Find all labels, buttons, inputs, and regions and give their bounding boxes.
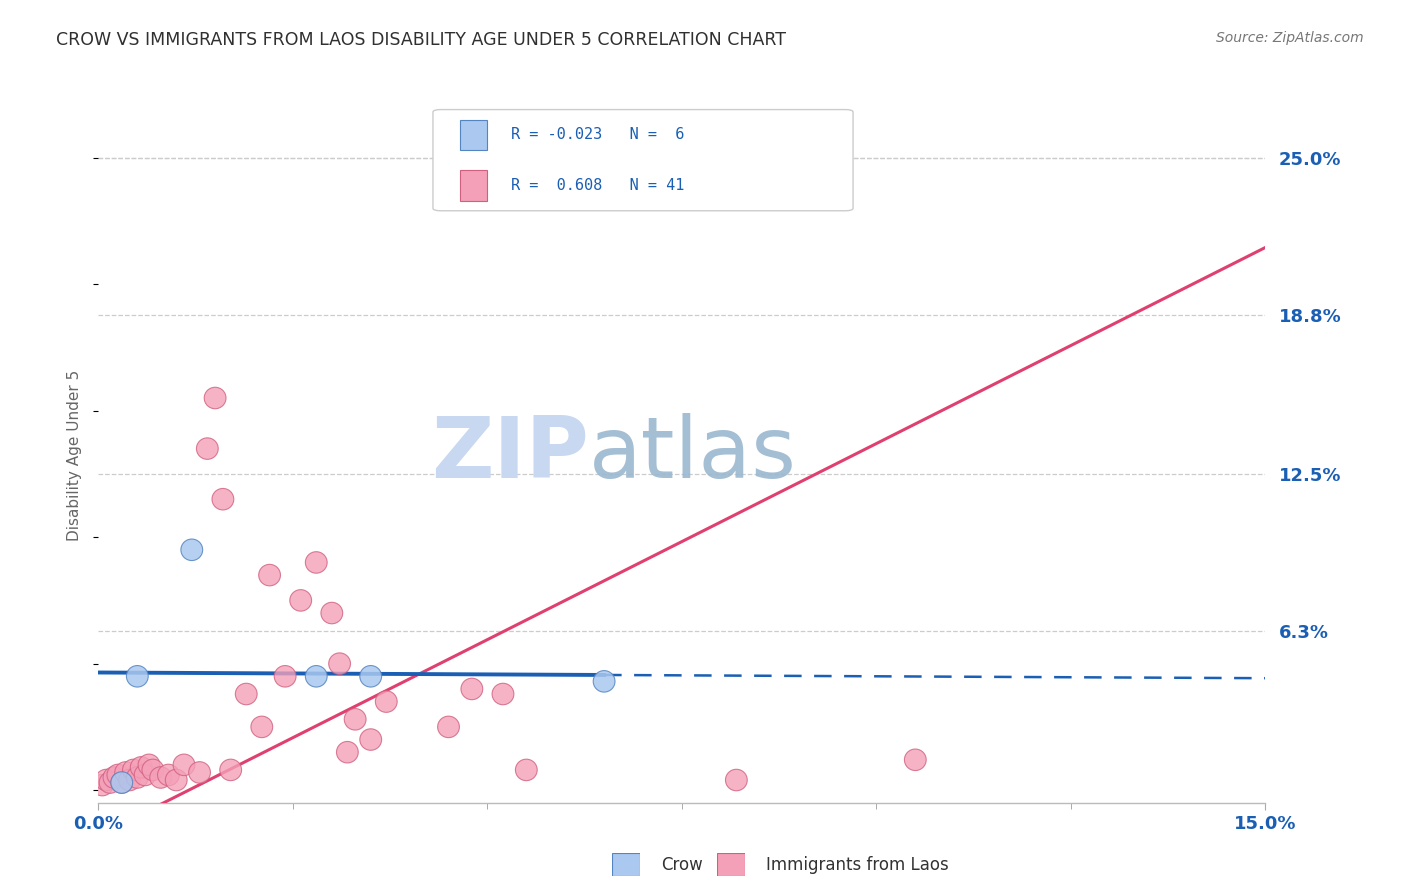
Ellipse shape bbox=[103, 767, 125, 789]
Ellipse shape bbox=[437, 716, 460, 738]
Text: Immigrants from Laos: Immigrants from Laos bbox=[766, 856, 949, 874]
Ellipse shape bbox=[593, 671, 614, 692]
Ellipse shape bbox=[516, 759, 537, 780]
Ellipse shape bbox=[181, 539, 202, 560]
Text: R = -0.023   N =  6: R = -0.023 N = 6 bbox=[510, 128, 685, 143]
Ellipse shape bbox=[142, 759, 163, 780]
Ellipse shape bbox=[127, 665, 148, 687]
Ellipse shape bbox=[212, 489, 233, 510]
Ellipse shape bbox=[188, 762, 211, 783]
Ellipse shape bbox=[157, 764, 180, 786]
Ellipse shape bbox=[115, 762, 136, 783]
Bar bbox=[460, 170, 488, 201]
Ellipse shape bbox=[219, 759, 242, 780]
Ellipse shape bbox=[492, 683, 513, 705]
Text: R =  0.608   N = 41: R = 0.608 N = 41 bbox=[510, 178, 685, 193]
Ellipse shape bbox=[305, 665, 328, 687]
Ellipse shape bbox=[461, 678, 482, 699]
Text: atlas: atlas bbox=[589, 413, 797, 497]
Ellipse shape bbox=[274, 665, 297, 687]
Text: Crow: Crow bbox=[661, 856, 703, 874]
Ellipse shape bbox=[290, 590, 312, 611]
Ellipse shape bbox=[134, 764, 156, 786]
Ellipse shape bbox=[305, 551, 328, 574]
Ellipse shape bbox=[360, 729, 381, 750]
Ellipse shape bbox=[138, 754, 160, 776]
Ellipse shape bbox=[904, 749, 927, 771]
Ellipse shape bbox=[725, 769, 747, 791]
Ellipse shape bbox=[150, 767, 172, 789]
FancyBboxPatch shape bbox=[433, 110, 853, 211]
Text: Source: ZipAtlas.com: Source: ZipAtlas.com bbox=[1216, 31, 1364, 45]
Ellipse shape bbox=[166, 769, 187, 791]
Ellipse shape bbox=[100, 772, 121, 793]
Bar bbox=[460, 120, 488, 150]
Ellipse shape bbox=[122, 759, 145, 780]
Y-axis label: Disability Age Under 5: Disability Age Under 5 bbox=[67, 369, 83, 541]
Ellipse shape bbox=[204, 387, 226, 409]
Ellipse shape bbox=[96, 769, 117, 791]
Ellipse shape bbox=[127, 767, 148, 789]
Ellipse shape bbox=[107, 764, 129, 786]
Ellipse shape bbox=[197, 438, 218, 459]
Ellipse shape bbox=[344, 708, 366, 730]
Ellipse shape bbox=[375, 690, 396, 713]
Ellipse shape bbox=[329, 653, 350, 674]
Ellipse shape bbox=[259, 565, 280, 586]
Ellipse shape bbox=[111, 772, 132, 793]
Ellipse shape bbox=[111, 772, 132, 793]
Ellipse shape bbox=[250, 716, 273, 738]
Ellipse shape bbox=[360, 665, 381, 687]
Ellipse shape bbox=[336, 741, 359, 763]
Text: ZIP: ZIP bbox=[430, 413, 589, 497]
Text: CROW VS IMMIGRANTS FROM LAOS DISABILITY AGE UNDER 5 CORRELATION CHART: CROW VS IMMIGRANTS FROM LAOS DISABILITY … bbox=[56, 31, 786, 49]
Ellipse shape bbox=[321, 602, 343, 624]
Ellipse shape bbox=[91, 774, 114, 796]
Ellipse shape bbox=[173, 754, 195, 776]
Ellipse shape bbox=[118, 769, 141, 791]
Ellipse shape bbox=[235, 683, 257, 705]
Ellipse shape bbox=[131, 756, 152, 778]
